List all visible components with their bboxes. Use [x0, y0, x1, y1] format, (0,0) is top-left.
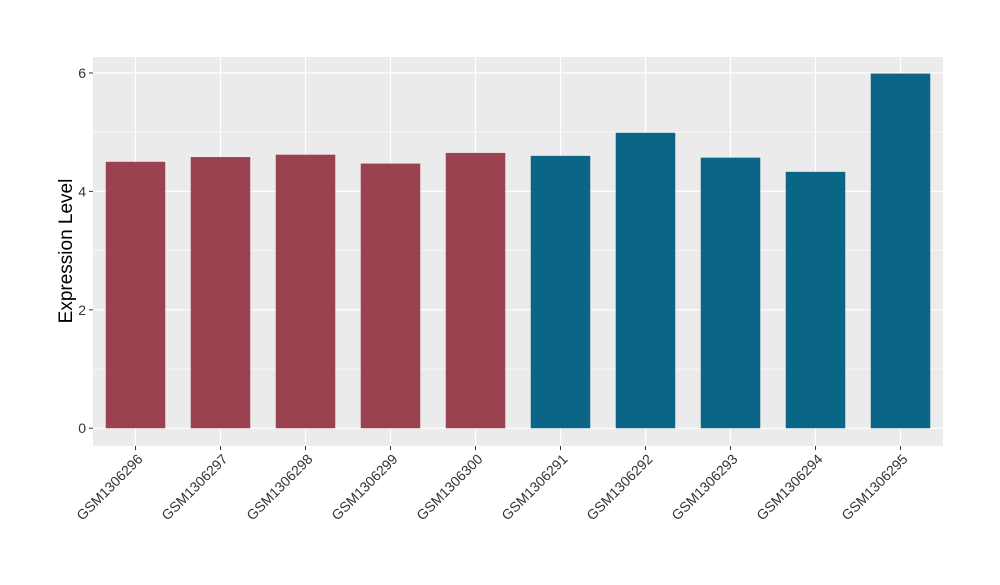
x-tick-label: GSM1306293 [668, 451, 741, 524]
bar-GSM1306296 [105, 161, 166, 429]
x-tick-label: GSM1306294 [753, 451, 826, 524]
x-tick-label: GSM1306291 [498, 451, 571, 524]
y-axis: 0 2 4 6 [78, 65, 93, 436]
y-tick-label: 0 [78, 420, 86, 436]
bars [105, 73, 931, 429]
x-tick-label: GSM1306297 [158, 451, 231, 524]
bar-GSM1306298 [275, 154, 336, 429]
bar-GSM1306300 [445, 152, 506, 429]
x-tick-label: GSM1306300 [413, 451, 486, 524]
x-axis: GSM1306296 GSM1306297 GSM1306298 GSM1306299… [73, 446, 911, 523]
bar-GSM1306297 [190, 157, 251, 429]
y-tick-label: 2 [78, 302, 86, 318]
bar-GSM1306295 [870, 73, 931, 429]
y-axis-label: Expression Level [56, 179, 77, 324]
x-tick-label: GSM1306298 [243, 451, 316, 524]
x-tick-label: GSM1306295 [838, 451, 911, 524]
x-tick-label: GSM1306299 [328, 451, 401, 524]
y-tick-label: 4 [78, 183, 86, 199]
bar-GSM1306294 [785, 171, 846, 429]
bar-GSM1306291 [530, 155, 591, 429]
bar-GSM1306293 [700, 157, 761, 429]
y-tick-label: 6 [78, 65, 86, 81]
bar-GSM1306292 [615, 132, 676, 429]
bar-GSM1306299 [360, 163, 421, 429]
x-tick-label: GSM1306292 [583, 451, 656, 524]
x-tick-label: GSM1306296 [73, 451, 146, 524]
